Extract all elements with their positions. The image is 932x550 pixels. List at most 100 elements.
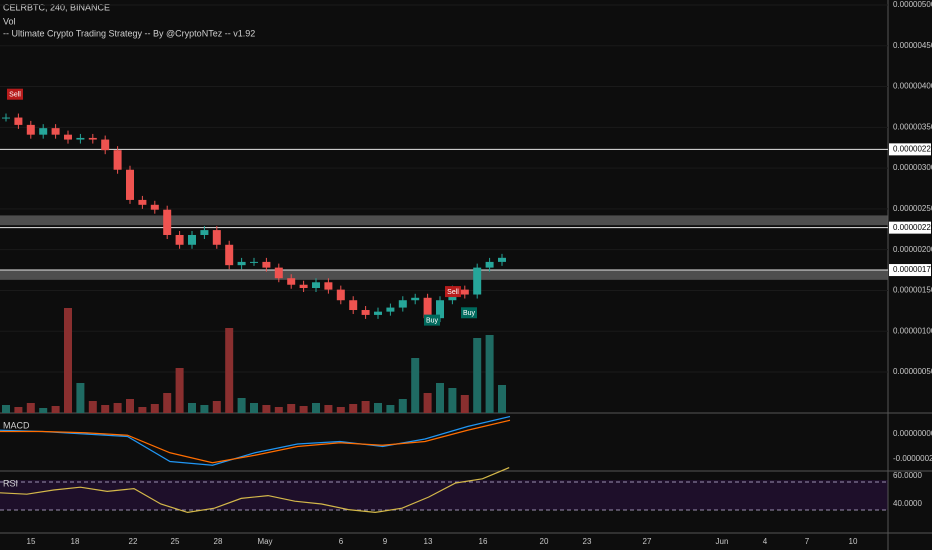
rsi-label: RSI xyxy=(3,478,18,488)
volume-bar xyxy=(237,398,246,413)
macd-tick-label: 0.00000000 xyxy=(893,429,932,438)
signal-label: Buy xyxy=(463,310,476,317)
candle xyxy=(14,117,23,125)
time-label: 6 xyxy=(339,537,344,546)
time-label: May xyxy=(257,537,272,546)
signal-box xyxy=(424,314,440,326)
rsi-band xyxy=(0,480,888,510)
time-label: 20 xyxy=(540,537,549,546)
level-label: 0.00000223 xyxy=(893,144,932,153)
candle xyxy=(113,150,122,170)
candle xyxy=(460,289,469,295)
price-tick-label: 0.00000200 xyxy=(893,245,932,254)
signal-label: Sell xyxy=(9,92,21,99)
candle xyxy=(250,261,258,263)
time-label: 13 xyxy=(424,537,433,546)
volume-bar xyxy=(274,407,283,413)
candle xyxy=(64,134,72,140)
time-label: 15 xyxy=(27,537,36,546)
candle xyxy=(423,297,432,319)
time-label: 9 xyxy=(383,537,388,546)
level-tag xyxy=(889,264,931,277)
volume-bar xyxy=(113,403,122,413)
candle xyxy=(436,300,444,319)
candle xyxy=(200,230,209,235)
volume-bar xyxy=(163,393,172,413)
signal-box xyxy=(445,286,461,298)
time-label: 23 xyxy=(583,537,592,546)
volume-bar xyxy=(250,403,258,413)
candle xyxy=(88,137,97,140)
candle xyxy=(274,267,283,279)
time-label: 25 xyxy=(171,537,180,546)
volume-bar xyxy=(473,338,482,413)
price-tick-label: 0.00000500 xyxy=(893,0,932,9)
level-label: 0.00000175 xyxy=(893,265,932,274)
volume-bar xyxy=(2,405,10,413)
time-label: 18 xyxy=(71,537,80,546)
time-label: 27 xyxy=(643,537,652,546)
volume-bar xyxy=(150,404,159,413)
volume-bar xyxy=(287,404,296,413)
time-label: 28 xyxy=(214,537,223,546)
price-tick-label: 0.00000300 xyxy=(893,163,932,172)
candle xyxy=(398,300,407,308)
volume-bar xyxy=(448,388,457,413)
zone xyxy=(0,270,888,280)
volume-bar xyxy=(14,407,23,413)
price-tick-label: 0.00000400 xyxy=(893,82,932,91)
candle xyxy=(299,284,308,288)
volume-bar xyxy=(225,328,234,413)
volume-bar xyxy=(138,407,147,413)
time-label: 7 xyxy=(805,537,810,546)
volume-bar xyxy=(64,308,72,413)
volume-bar xyxy=(498,385,506,413)
volume-bar xyxy=(312,403,320,413)
candle xyxy=(163,209,172,235)
candle xyxy=(188,234,196,245)
time-label: 16 xyxy=(479,537,488,546)
price-tick-label: 0.00000050 xyxy=(893,367,932,376)
volume-bar xyxy=(26,403,35,413)
candle xyxy=(485,261,494,268)
signal-box xyxy=(461,307,477,319)
price-tick-label: 0.00000450 xyxy=(893,41,932,50)
price-tick-label: 0.00000350 xyxy=(893,122,932,131)
volume-bar xyxy=(39,408,48,413)
rsi-tick-label: 60.0000 xyxy=(893,471,922,480)
symbol: CELRBTC, 240, BINANCE xyxy=(3,2,110,12)
rsi-line xyxy=(0,467,510,514)
signal-label: Buy xyxy=(426,317,439,324)
candle xyxy=(361,310,370,315)
level-tag xyxy=(889,221,931,234)
macd-line xyxy=(0,415,511,466)
volume-bar xyxy=(436,383,444,413)
volume-bar xyxy=(188,403,196,413)
volume-bar xyxy=(423,393,432,413)
volume-bar xyxy=(349,404,358,413)
zone xyxy=(0,215,888,226)
macd-tick-label: -0.00000020 xyxy=(893,454,932,463)
volume-bar xyxy=(88,401,97,413)
time-label: Jun xyxy=(716,537,729,546)
candle xyxy=(138,199,147,205)
level-tag xyxy=(889,143,931,156)
candle xyxy=(26,124,35,135)
candle xyxy=(473,267,482,295)
volume-bar xyxy=(485,335,494,413)
volume-bar xyxy=(374,403,382,413)
volume-bar xyxy=(460,395,469,413)
candle xyxy=(312,282,320,288)
price-tick-label: 0.00000100 xyxy=(893,326,932,335)
candle xyxy=(175,234,184,245)
signal-line xyxy=(0,419,511,464)
vol-label: Vol xyxy=(3,16,16,26)
volume-bar xyxy=(200,405,209,413)
time-label: 22 xyxy=(129,537,138,546)
volume-bar xyxy=(262,405,271,413)
candle xyxy=(51,128,60,135)
candle xyxy=(237,261,246,266)
candle xyxy=(262,261,271,268)
volume-bar xyxy=(51,406,60,413)
